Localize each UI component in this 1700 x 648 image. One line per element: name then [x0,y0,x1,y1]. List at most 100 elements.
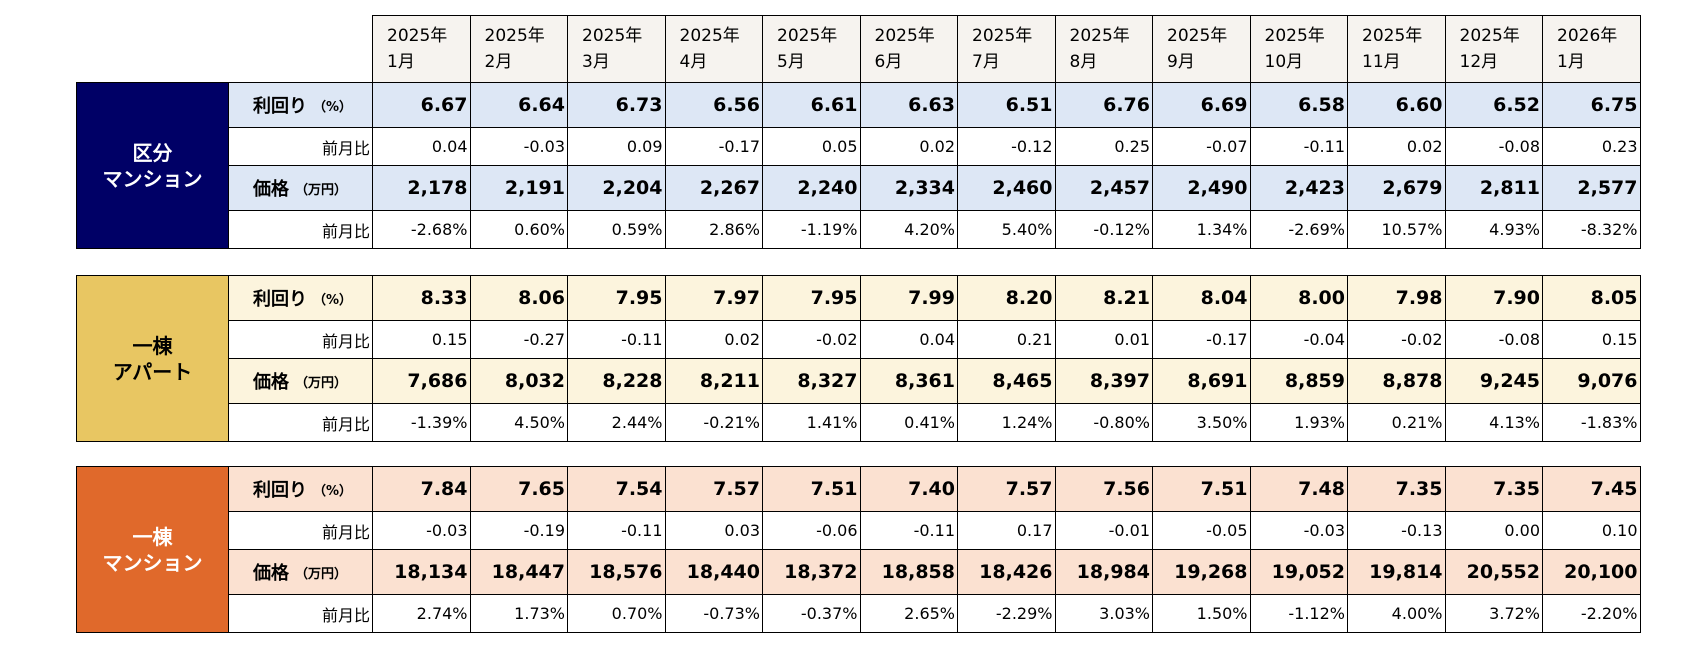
year-text: 2025年 [1264,26,1325,46]
value-cell: 18,372 [762,549,861,595]
value-cell: 8,465 [957,358,1056,404]
row-label-text: 利回り [253,289,307,310]
category-text: 一棟 [132,524,173,549]
value-cell: -0.27 [469,320,568,359]
value-cell: 1.73% [469,594,568,633]
value-cell: 7.54 [567,466,666,512]
value-cell: 8,032 [469,358,568,404]
value-cell: -0.11 [859,511,958,550]
value-cell: 1.41% [762,403,861,442]
value-cell: 7.51 [1152,466,1251,512]
value-cell: 18,426 [957,549,1056,595]
value-cell: 6.76 [1054,82,1153,128]
row-label-text: 前月比 [321,414,370,434]
value-cell: 18,440 [664,549,763,595]
value-cell: 9,245 [1444,358,1543,404]
row-label: 前月比 [228,210,373,249]
value-cell: 8.05 [1542,275,1641,321]
value-cell: 2,204 [567,165,666,211]
value-cell: -0.03 [1249,511,1348,550]
value-cell: 8.04 [1152,275,1251,321]
row-unit: （%） [313,292,353,308]
value-cell: 8.21 [1054,275,1153,321]
value-cell: -0.80% [1054,403,1153,442]
row-label-text: 価格 [253,179,289,200]
year-text: 2026年 [1557,26,1618,46]
value-cell: 2,490 [1152,165,1251,211]
month-text: 8月 [1069,52,1098,72]
row-label: 前月比 [228,511,373,550]
value-cell: 8,211 [664,358,763,404]
value-cell: 0.23 [1542,127,1641,166]
value-cell: 2,191 [469,165,568,211]
value-cell: -0.06 [762,511,861,550]
value-cell: 0.04 [859,320,958,359]
value-cell: 7.90 [1444,275,1543,321]
value-cell: 0.17 [957,511,1056,550]
value-cell: 7.99 [859,275,958,321]
category-label: 区分 マンション [76,82,229,249]
value-cell: 0.05 [762,127,861,166]
value-cell: -0.07 [1152,127,1251,166]
value-cell: 7.65 [469,466,568,512]
value-cell: -0.11 [567,320,666,359]
month-text: 3月 [582,52,610,72]
value-cell: 2,811 [1444,165,1543,211]
value-cell: 7.35 [1444,466,1543,512]
row-label-text: 価格 [253,372,289,393]
row-label: 価格 （万円） [228,358,373,404]
value-cell: 0.15 [1542,320,1641,359]
value-cell: -0.08 [1444,127,1543,166]
value-cell: 7.51 [762,466,861,512]
year-text: 2025年 [972,26,1033,46]
month-text: 6月 [874,52,903,72]
value-cell: 0.21% [1347,403,1446,442]
value-cell: -2.29% [957,594,1056,633]
value-cell: 0.10 [1542,511,1641,550]
value-cell: 18,576 [567,549,666,595]
value-cell: 8.06 [469,275,568,321]
row-label-text: 前月比 [321,221,370,241]
value-cell: 0.01 [1054,320,1153,359]
month-text: 1月 [1557,52,1585,72]
value-cell: -0.19 [469,511,568,550]
value-cell: 20,100 [1542,549,1641,595]
year-text: 2025年 [582,26,643,46]
value-cell: 4.13% [1444,403,1543,442]
category-text: アパート [112,359,193,384]
month-text: 12月 [1459,52,1499,72]
value-cell: 7.56 [1054,466,1153,512]
value-cell: 7.95 [567,275,666,321]
value-cell: 0.21 [957,320,1056,359]
row-label: 価格 （万円） [228,165,373,211]
category-text: 区分 [132,140,173,165]
value-cell: 20,552 [1444,549,1543,595]
value-cell: -0.21% [664,403,763,442]
year-text: 2025年 [1459,26,1520,46]
value-cell: 0.41% [859,403,958,442]
value-cell: 7.95 [762,275,861,321]
value-cell: -0.03 [469,127,568,166]
value-cell: 7.57 [664,466,763,512]
value-cell: -2.20% [1542,594,1641,633]
row-label: 前月比 [228,127,373,166]
value-cell: -2.69% [1249,210,1348,249]
value-cell: -8.32% [1542,210,1641,249]
value-cell: 19,268 [1152,549,1251,595]
month-text: 4月 [679,52,708,72]
value-cell: 8,361 [859,358,958,404]
month-header: 2025年 7月 [957,15,1056,83]
month-header: 2025年 1月 [372,15,471,83]
value-cell: 0.00 [1444,511,1543,550]
month-text: 1月 [387,52,415,72]
value-cell: 8,397 [1054,358,1153,404]
value-cell: 5.40% [957,210,1056,249]
value-cell: 4.00% [1347,594,1446,633]
value-cell: 2,460 [957,165,1056,211]
category-label: 一棟 アパート [76,275,229,442]
value-cell: 6.52 [1444,82,1543,128]
value-cell: 0.25 [1054,127,1153,166]
value-cell: -0.08 [1444,320,1543,359]
row-unit: （%） [313,483,353,499]
